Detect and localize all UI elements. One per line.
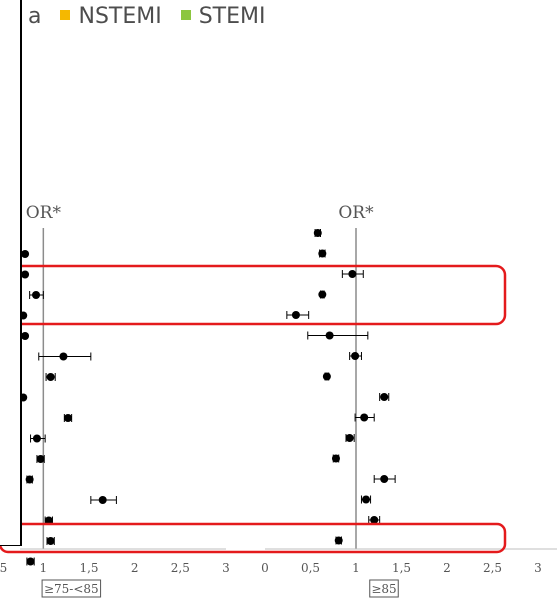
or-point — [46, 373, 55, 381]
or-point — [331, 454, 340, 463]
or-point — [318, 249, 327, 258]
x-tick-label: 2,5 — [483, 561, 502, 575]
or-point — [380, 393, 389, 401]
or-point — [26, 557, 35, 566]
or-point — [98, 496, 107, 504]
or-point — [360, 413, 369, 422]
or-point — [36, 455, 45, 463]
legend-item-stemi: STEMI — [180, 4, 266, 29]
x-tick-label: 2 — [443, 561, 451, 575]
or-point — [362, 495, 371, 504]
or-point — [21, 270, 30, 279]
legend-label-stemi: STEMI — [198, 4, 266, 29]
x-axis-label-box — [41, 579, 102, 598]
legend-swatch-nstemi — [60, 10, 71, 20]
x-tick-label: 2,5 — [171, 561, 190, 575]
x-tick-label: 3 — [222, 561, 230, 575]
x-tick-label: 1,5 — [392, 561, 411, 575]
x-tick-label: 0,5 — [0, 561, 7, 575]
or-point — [63, 414, 72, 422]
or-point — [32, 291, 41, 299]
or-point — [334, 536, 343, 545]
or-point — [46, 537, 55, 545]
or-point — [59, 352, 68, 361]
or-point — [21, 250, 30, 258]
or-point — [348, 270, 357, 278]
or-point — [313, 229, 322, 237]
x-axis-label: ≥75-<85 — [44, 582, 99, 596]
x-axis-label-box — [369, 579, 399, 598]
legend-label-a: a — [28, 4, 42, 29]
or-point — [380, 475, 389, 483]
or-point — [325, 331, 334, 340]
or-point — [21, 332, 30, 340]
or-point — [32, 434, 41, 443]
x-tick-label: 0,5 — [301, 561, 320, 575]
legend-swatch-stemi — [180, 10, 191, 20]
or-point — [44, 516, 53, 525]
legend-item-a: a — [28, 4, 41, 29]
panel-header-or: OR* — [26, 203, 62, 223]
or-point — [345, 434, 354, 442]
x-tick-label: 3 — [534, 561, 542, 575]
or-point — [322, 372, 331, 381]
legend-item-nstemi: NSTEMI — [60, 4, 162, 29]
x-tick-label: 2 — [131, 561, 139, 575]
or-point — [25, 475, 34, 484]
left-panel-edge — [0, 0, 22, 546]
legend: a NSTEMI STEMI — [28, 4, 278, 29]
or-point — [351, 352, 360, 360]
x-tick-label: 1,5 — [79, 561, 98, 575]
or-point — [318, 290, 327, 299]
panel-header-or: OR* — [338, 203, 374, 223]
or-point — [291, 311, 300, 319]
x-tick-label: 1 — [352, 561, 360, 575]
x-tick-label: 0 — [261, 561, 269, 575]
x-tick-label: 1 — [40, 561, 48, 575]
highlight-box-lower — [0, 522, 507, 554]
highlight-box-upper — [0, 264, 507, 326]
legend-label-nstemi: NSTEMI — [78, 4, 162, 29]
x-axis-label: ≥85 — [371, 582, 396, 596]
or-point — [370, 516, 379, 524]
